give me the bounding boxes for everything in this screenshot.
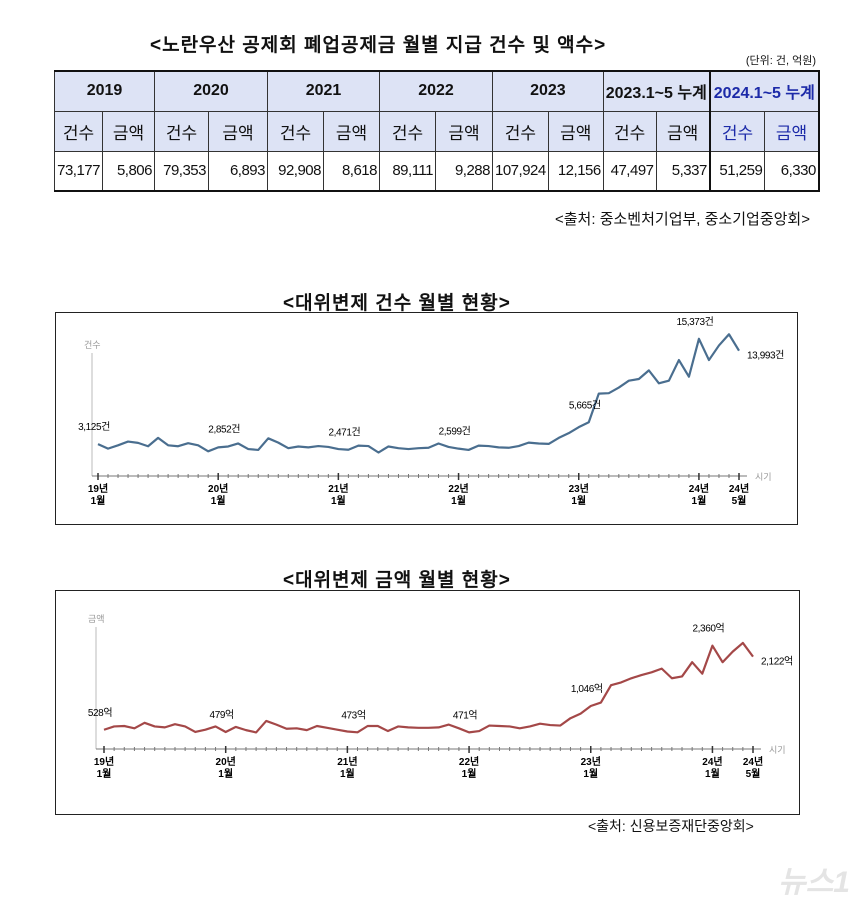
data-label: 479억 xyxy=(210,709,234,721)
chart2-title: <대위변제 금액 월별 현황> xyxy=(283,570,511,591)
x-tick-label: 19년 xyxy=(94,755,114,768)
y-axis-label: 금액 xyxy=(88,613,105,624)
x-tick-label: 1월 xyxy=(705,768,720,780)
year-header: 2021 xyxy=(267,70,380,112)
count-header: 건수 xyxy=(602,110,657,152)
y-axis-label: 건수 xyxy=(84,340,101,350)
count-chart: 건수 시기 19년 1월 20년 1월 21년 1월 22년 1월 23년 1월 24년 1월 24년 5월 3… xyxy=(55,312,798,525)
data-label: 1,046억 xyxy=(571,683,603,695)
data-label: 2,360억 xyxy=(693,623,725,635)
x-tick-label: 5월 xyxy=(732,495,747,507)
x-tick-label: 1월 xyxy=(97,768,112,780)
count-header: 건수 xyxy=(492,110,549,152)
x-tick-label: 1월 xyxy=(91,495,106,507)
amount-header: 금액 xyxy=(208,110,268,152)
value-cell: 9,288 xyxy=(435,150,493,192)
data-label: 471억 xyxy=(453,709,477,721)
table-source: <출처: 중소벤처기업부, 중소기업중앙회> xyxy=(555,211,810,228)
year-header-row: 2019 2020 2021 2022 2023 2023.1~5 누계 2024.1~5 … xyxy=(54,70,820,112)
x-tick-label: 1월 xyxy=(211,495,226,507)
data-label: 13,993건 xyxy=(747,350,784,362)
value-cell: 6,893 xyxy=(208,150,268,192)
year-header: 2023 xyxy=(492,70,604,112)
value-cell: 73,177 xyxy=(54,150,103,192)
x-tick-label: 1월 xyxy=(692,495,707,507)
value-cell: 12,156 xyxy=(547,150,604,192)
data-label: 2,852건 xyxy=(208,423,240,435)
chart-source: <출처: 신용보증재단중앙회> xyxy=(588,818,754,834)
x-tick-label: 22년 xyxy=(459,755,479,768)
amount-header: 금액 xyxy=(102,110,155,152)
x-tick-label: 5월 xyxy=(746,768,761,780)
x-tick-label: 1월 xyxy=(571,495,586,507)
data-line xyxy=(103,641,754,734)
data-label: 2,122억 xyxy=(761,656,793,668)
amount-header: 금액 xyxy=(323,110,380,152)
count-header: 건수 xyxy=(54,110,103,152)
data-line xyxy=(97,333,740,454)
x-tick-label: 24년 xyxy=(702,755,722,768)
amount-header: 금액 xyxy=(764,110,820,152)
year-header: 2019 xyxy=(54,70,155,112)
amount-header: 금액 xyxy=(435,110,493,152)
data-label: 2,599건 xyxy=(439,426,471,438)
amount-header: 금액 xyxy=(547,110,604,152)
x-tick-label: 20년 xyxy=(216,755,236,768)
unit-note: (단위: 건, 억원) xyxy=(745,55,816,67)
year-header: 2020 xyxy=(154,70,268,112)
data-label: 473억 xyxy=(341,709,365,721)
data-label: 3,125건 xyxy=(78,421,110,433)
value-cell: 47,497 xyxy=(602,150,657,192)
data-label: 528억 xyxy=(88,707,112,719)
value-cell: 51,259 xyxy=(708,150,766,192)
news1-watermark-logo: 뉴스1 xyxy=(778,866,850,899)
x-tick-label: 23년 xyxy=(581,755,601,768)
data-label: 15,373건 xyxy=(676,316,713,328)
value-cell: 92,908 xyxy=(267,150,324,192)
value-cell: 5,337 xyxy=(655,150,711,192)
value-cell: 89,111 xyxy=(379,150,436,192)
count-header: 건수 xyxy=(708,110,766,152)
data-label: 5,665건 xyxy=(569,399,601,411)
value-cell: 8,618 xyxy=(323,150,380,192)
amount-header: 금액 xyxy=(655,110,711,152)
x-tick-label: 21년 xyxy=(337,755,357,768)
x-axis-label: 시기 xyxy=(769,745,786,755)
table-title: <노란우산 공제회 폐업공제금 월별 지급 건수 및 액수> xyxy=(150,35,607,56)
count-header: 건수 xyxy=(267,110,324,152)
x-tick-label: 1월 xyxy=(218,768,233,780)
x-tick-label: 1월 xyxy=(462,768,477,780)
data-label: 2,471건 xyxy=(328,427,360,439)
payout-table: 2019 2020 2021 2022 2023 2023.1~5 누계 2024.1~5 … xyxy=(54,70,820,192)
value-cell: 6,330 xyxy=(764,150,820,192)
amount-chart: 금액 시기 19년 1월 20년 1월 21년 1월 22년 1월 23년 1월 24년 1월 24년 5월 5… xyxy=(55,590,800,815)
x-tick-label: 1월 xyxy=(340,768,355,780)
x-tick-label: 21년 xyxy=(328,482,348,495)
value-cell: 107,924 xyxy=(492,150,549,192)
x-tick-label: 19년 xyxy=(88,482,108,495)
chart1-title: <대위변제 건수 월별 현황> xyxy=(283,293,511,314)
value-cell: 79,353 xyxy=(154,150,209,192)
values-row: 73,177 5,806 79,353 6,893 92,908 8,618 89,111 9… xyxy=(54,150,820,192)
x-tick-label: 24년 xyxy=(729,482,749,495)
x-tick-label: 22년 xyxy=(448,482,468,495)
x-tick-label: 24년 xyxy=(743,755,763,768)
x-tick-label: 23년 xyxy=(569,482,589,495)
x-tick-label: 1월 xyxy=(451,495,466,507)
year-header: 2022 xyxy=(379,70,493,112)
count-header: 건수 xyxy=(379,110,436,152)
value-cell: 5,806 xyxy=(102,150,155,192)
year-header: 2023.1~5 누계 xyxy=(602,70,711,112)
sub-header-row: 건수 금액 건수 금액 건수 금액 건수 금액 건수 금액 건수 금액 건수 금액 xyxy=(54,110,820,152)
x-tick-label: 1월 xyxy=(583,768,598,780)
x-tick-label: 1월 xyxy=(331,495,346,507)
x-axis-label: 시기 xyxy=(755,472,772,482)
year-header: 2024.1~5 누계 xyxy=(708,70,820,112)
x-tick-label: 24년 xyxy=(689,482,709,495)
count-header: 건수 xyxy=(154,110,209,152)
x-tick-label: 20년 xyxy=(208,482,228,495)
